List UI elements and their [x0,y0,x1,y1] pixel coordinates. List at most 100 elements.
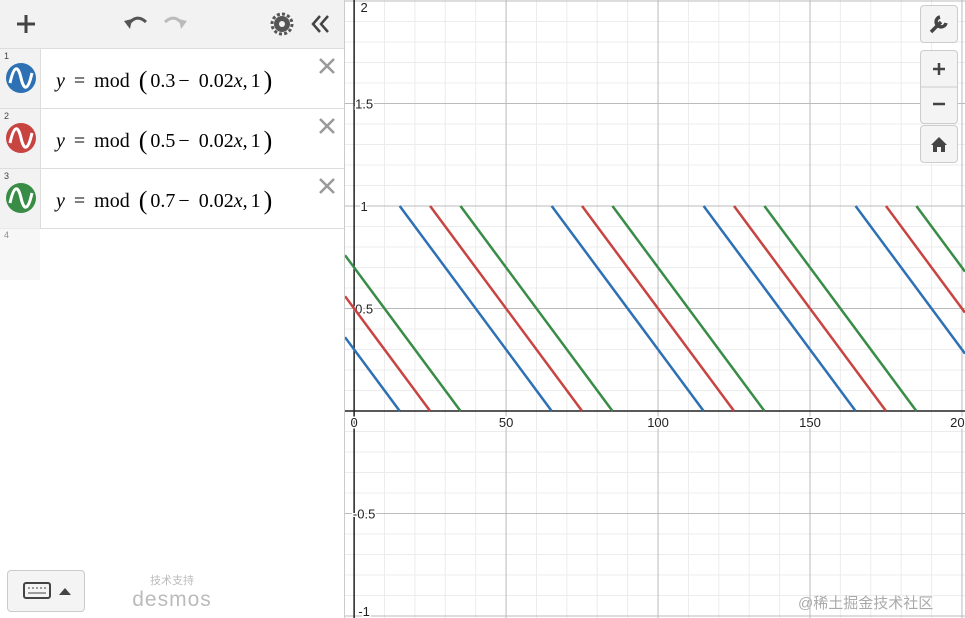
wave-icon [8,127,34,149]
delete-icon [319,118,335,134]
expr-sign: − [178,190,190,212]
expr-fn: mod [94,130,130,152]
home-icon [931,137,947,152]
graph[interactable]: 050100150200-1-0.50.511.52 [345,0,965,618]
empty-row[interactable]: 4 [0,228,344,280]
y-tick-label: -0.5 [353,506,375,521]
graph-toggle[interactable] [0,109,40,168]
expr-sign: − [178,130,190,152]
expr-fn: mod [94,190,130,212]
keyboard-icon [23,582,71,599]
curve-segment [345,254,462,412]
curve-segment [550,205,705,412]
curve-segment [854,205,965,355]
row-number: 1 [4,51,10,61]
expr-eq: = [73,130,86,152]
expression-panel: 1 y = mod(0.3−0.02x, 1) 2 y = mod(0.5−0.02x, 1) 3 y… [0,0,345,618]
expr-close: ) [263,66,273,95]
y-tick-label: 1 [361,199,368,214]
curve-segment [884,205,965,314]
redo-arrow [179,19,187,29]
expr-b: 0.02 [198,130,234,152]
curve-segment [733,205,887,412]
graph-toggle[interactable] [0,49,40,108]
row-number: 3 [4,171,10,181]
x-tick-label: 100 [647,415,669,430]
expr-close: ) [263,186,273,215]
expression-row[interactable]: 3 y = mod (0.7−0.02x, 1) [0,169,344,229]
expr-a: 0.5 [150,130,176,152]
expr-m: 1 [250,130,261,152]
collapse[interactable] [311,15,329,33]
expr-b: 0.02 [198,70,234,92]
powered-by: 技术支持 [150,575,194,587]
logo: desmos [132,588,212,611]
branding: 技术支持 desmos [130,572,214,612]
x-tick-label: 150 [799,415,821,430]
expr-open: ( [138,126,148,155]
expr-sep: , [242,130,248,152]
expr-sep: , [242,190,248,212]
expr-lhs: y [56,70,65,92]
y-tick-label: -1 [358,604,370,618]
delete[interactable] [318,117,336,135]
expr-fn: mod [94,70,130,92]
expr-close: ) [263,126,273,155]
curve-segment [345,336,401,412]
curve-segment [763,205,918,412]
expr-var: x [233,190,243,212]
curve-segment [611,205,766,412]
keyboard-toggle[interactable] [7,570,85,612]
graph-settings[interactable] [920,5,958,43]
x-tick-label: 50 [499,415,513,430]
row-gutter: 3 [0,169,41,228]
curve-segment [345,295,432,412]
toolbar [0,0,344,49]
row-number: 4 [4,230,10,240]
y-tick-label: 2 [361,0,368,15]
curve-segment [429,205,584,412]
expr-m: 1 [250,70,261,92]
expression-row[interactable]: 1 y = mod(0.3−0.02x, 1) [0,49,344,109]
delete[interactable] [318,177,336,195]
home[interactable] [920,125,958,163]
delete[interactable] [318,57,336,75]
expression-row[interactable]: 2 y = mod (0.5−0.02x, 1) [0,109,344,169]
expr-eq: = [73,190,86,212]
x-tick-label: 200 [950,415,965,430]
expression: y = mod (0.3−0.02x, 1) [56,66,275,96]
expr-lhs: y [56,190,65,212]
undo-arrow [124,19,132,29]
curve-segment [459,205,614,412]
zoom-controls [920,50,958,124]
curve-segment [915,205,965,273]
expr-m: 1 [250,190,261,212]
expression: y = mod (0.7−0.02x, 1) [56,186,275,216]
row-gutter: 1 [0,49,41,108]
row-number: 2 [4,111,10,121]
delete-icon [319,178,335,194]
expr-a: 0.7 [150,190,176,212]
curve-segment [398,205,553,412]
graph-toggle[interactable] [0,169,40,228]
expr-sep: , [242,70,248,92]
add-expression[interactable] [17,15,35,33]
y-tick-label: 1.5 [355,97,373,112]
zoom-icons [921,63,957,106]
row-gutter: 2 [0,109,41,168]
expr-open: ( [138,66,148,95]
expression: y = mod (0.5−0.02x, 1) [56,126,275,156]
expr-sign: − [178,70,190,92]
expr-b: 0.02 [198,190,234,212]
settings[interactable] [270,12,294,36]
expr-var: x [233,70,243,92]
wrench-icon [929,15,948,34]
expr-lhs: y [56,130,65,152]
wave-icon [8,187,34,209]
curve-segment [581,205,736,412]
curve-segment [702,205,857,412]
zoom-in[interactable] [933,63,945,75]
expr-var: x [233,130,243,152]
row-gutter: 4 [0,228,40,280]
